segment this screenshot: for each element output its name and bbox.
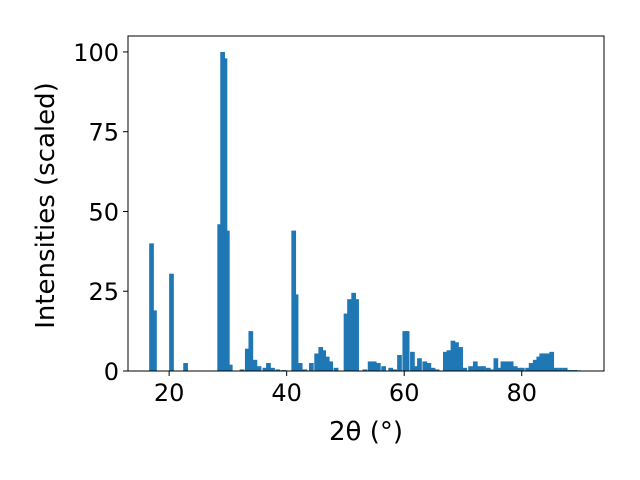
bar <box>297 363 303 371</box>
bar <box>169 273 174 371</box>
bar <box>497 367 502 371</box>
bar <box>413 366 418 371</box>
y-tick-label: 100 <box>73 39 119 67</box>
bar <box>519 367 525 371</box>
bar <box>275 369 281 371</box>
y-tick-label: 50 <box>88 198 119 226</box>
bar <box>321 350 327 371</box>
x-tick-label: 60 <box>389 379 420 407</box>
bar <box>493 358 499 371</box>
bar <box>442 351 448 371</box>
bar <box>504 361 510 371</box>
y-tick-label: 75 <box>88 119 119 147</box>
bar <box>458 347 463 371</box>
bar <box>314 353 319 371</box>
bar <box>318 347 324 371</box>
bar <box>512 366 518 371</box>
bar <box>222 58 228 371</box>
bar <box>333 367 339 371</box>
bar <box>562 367 568 371</box>
bar <box>472 361 478 371</box>
bar <box>430 367 436 371</box>
y-axis-label: Intensities (scaled) <box>31 82 61 329</box>
bar <box>446 350 452 371</box>
bar <box>324 356 330 371</box>
bar <box>417 358 422 371</box>
bar <box>381 366 386 371</box>
bar <box>371 361 377 371</box>
bar <box>351 292 357 371</box>
bar <box>536 356 542 371</box>
bar <box>525 367 530 371</box>
bar <box>328 361 334 371</box>
bar <box>227 364 233 371</box>
bar <box>485 367 491 371</box>
bar <box>308 363 314 371</box>
bar <box>542 353 547 371</box>
bar <box>293 294 299 371</box>
bar <box>553 367 559 371</box>
y-tick-label: 25 <box>88 278 119 306</box>
bar <box>404 331 410 371</box>
bar <box>481 366 486 371</box>
bar <box>302 369 308 371</box>
bar <box>256 366 262 371</box>
x-tick-label: 80 <box>506 379 537 407</box>
bar <box>508 361 514 371</box>
x-tick-label: 20 <box>154 379 185 407</box>
bar <box>224 230 230 371</box>
y-axis-ticks: 0 25 50 75 100 <box>73 39 128 386</box>
bar <box>388 367 394 371</box>
bar <box>183 363 188 371</box>
bar <box>239 369 245 371</box>
bar <box>410 351 415 371</box>
bar <box>454 342 459 371</box>
bars <box>149 51 582 371</box>
bar <box>217 224 223 371</box>
bar <box>468 366 473 371</box>
bar <box>397 355 402 371</box>
bar <box>244 348 250 371</box>
bar <box>362 369 368 371</box>
x-axis-ticks: 20 40 60 80 <box>154 371 537 407</box>
bar <box>532 359 538 371</box>
bar <box>462 367 468 371</box>
x-tick-label: 40 <box>271 379 302 407</box>
bar <box>149 243 154 371</box>
bar <box>347 299 352 371</box>
bar <box>266 363 271 371</box>
bar <box>500 361 506 371</box>
bar <box>516 367 522 371</box>
bar <box>558 367 563 371</box>
y-tick-label: 0 <box>104 358 119 386</box>
bar <box>262 367 268 371</box>
bar <box>354 299 359 371</box>
bar <box>248 331 254 371</box>
bar <box>545 353 551 371</box>
bar <box>549 351 555 371</box>
bar <box>252 359 258 371</box>
bar <box>422 361 428 371</box>
plot-frame <box>127 35 605 372</box>
bar <box>434 369 440 371</box>
bar <box>426 363 432 371</box>
bar <box>343 313 349 371</box>
bar <box>528 363 534 371</box>
bar <box>539 353 545 371</box>
bar <box>270 367 275 371</box>
bar <box>375 363 381 371</box>
bar <box>392 369 398 371</box>
bar <box>367 361 373 371</box>
bar <box>450 340 456 371</box>
x-axis-label: 2θ (°) <box>329 417 403 447</box>
bar <box>489 369 495 371</box>
bar <box>477 366 482 371</box>
bar <box>152 310 157 371</box>
